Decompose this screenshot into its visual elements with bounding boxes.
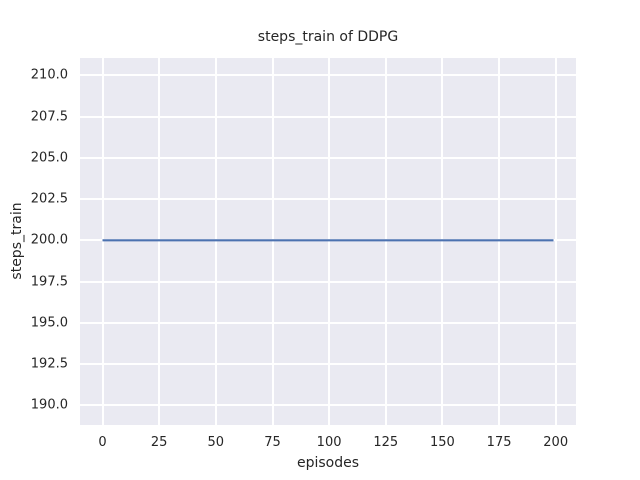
- gridline-vertical: [554, 58, 557, 425]
- gridline-vertical: [101, 58, 104, 425]
- gridline-vertical: [271, 58, 274, 425]
- y-tick-label: 207.5: [30, 109, 68, 125]
- x-tick-label: 75: [264, 435, 281, 450]
- y-tick-label: 200.0: [30, 232, 68, 248]
- plot-area: [80, 58, 576, 425]
- y-tick-label: 205.0: [30, 150, 68, 166]
- gridline-vertical: [498, 58, 501, 425]
- gridline-vertical: [328, 58, 331, 425]
- x-tick-label: 125: [373, 435, 399, 450]
- chart-title: steps_train of DDPG: [257, 29, 399, 45]
- line-series: [102, 239, 554, 242]
- gridline-horizontal: [80, 321, 576, 324]
- gridline-vertical: [158, 58, 161, 425]
- y-tick-label: 197.5: [30, 274, 68, 289]
- x-tick-label: 200: [543, 435, 569, 450]
- gridline-vertical: [214, 58, 217, 425]
- x-tick-label: 175: [486, 435, 512, 450]
- gridline-vertical: [384, 58, 387, 425]
- x-tick-label: 150: [429, 435, 455, 450]
- y-tick-label: 210.0: [30, 67, 68, 83]
- x-tick-label: 100: [316, 435, 342, 450]
- y-tick-label: 195.0: [30, 315, 68, 331]
- x-axis-label: episodes: [296, 455, 360, 471]
- x-tick-labels: 0 25 50 75 100 125 150 175 200: [80, 436, 576, 452]
- y-tick-labels: 190.0 192.5 195.0 197.5 200.0 202.5 205.0 207.5…: [0, 58, 68, 425]
- gridline-horizontal: [80, 74, 576, 77]
- gridline-vertical: [441, 58, 444, 425]
- y-tick-label: 202.5: [30, 191, 68, 207]
- x-tick-label: 25: [150, 435, 168, 450]
- x-tick-label: 0: [98, 435, 107, 450]
- gridline-horizontal: [80, 198, 576, 200]
- gridline-horizontal: [80, 363, 576, 365]
- y-tick-label: 190.0: [30, 397, 68, 413]
- y-tick-label: 192.5: [30, 356, 68, 372]
- gridline-horizontal: [80, 404, 576, 407]
- x-tick-label: 50: [207, 435, 225, 450]
- gridline-horizontal: [80, 280, 576, 283]
- gridline-horizontal: [80, 156, 576, 159]
- gridline-horizontal: [80, 115, 576, 118]
